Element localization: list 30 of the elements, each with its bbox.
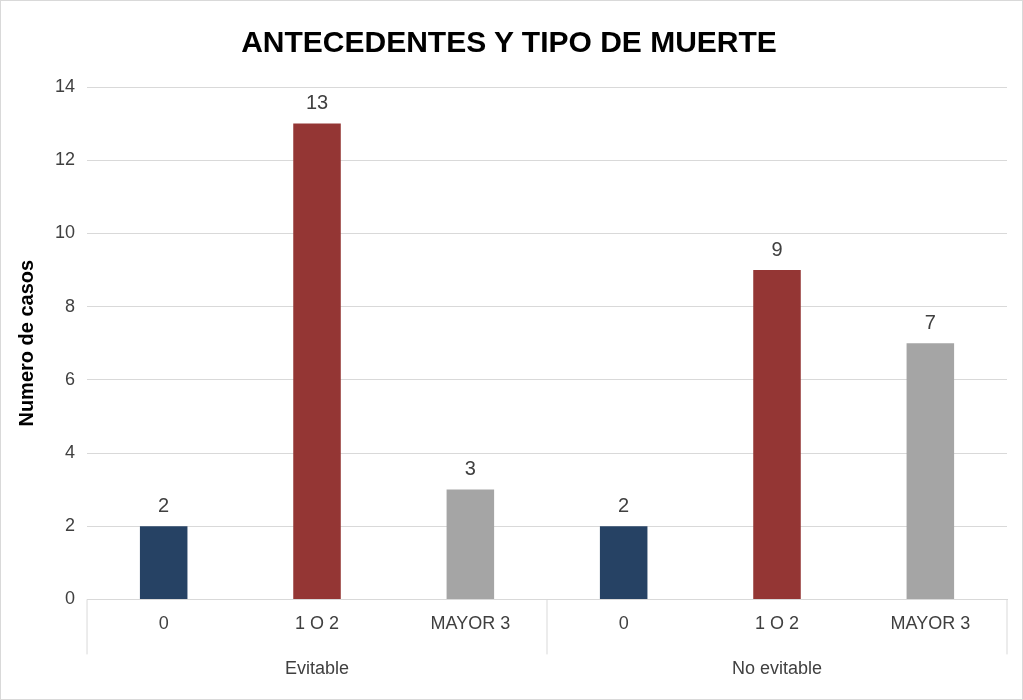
x-tick-label: 0 bbox=[158, 613, 169, 634]
data-label: 2 bbox=[618, 493, 630, 516]
y-tick-label: 4 bbox=[65, 441, 76, 462]
bar bbox=[446, 489, 495, 599]
y-tick-label: 6 bbox=[65, 368, 76, 389]
x-tick-label: 0 bbox=[618, 613, 629, 634]
y-tick-label: 8 bbox=[65, 295, 76, 316]
data-label: 7 bbox=[924, 310, 936, 333]
y-tick-label: 12 bbox=[54, 149, 76, 170]
bar bbox=[599, 526, 648, 599]
text: No evitable bbox=[731, 658, 823, 679]
data-label: 9 bbox=[771, 237, 783, 260]
y-tick-label: 10 bbox=[54, 222, 76, 243]
data-label: 13 bbox=[305, 91, 329, 114]
x-tick-label: MAYOR 3 bbox=[890, 613, 971, 634]
y-tick-label: 0 bbox=[65, 588, 76, 609]
bar bbox=[139, 526, 188, 599]
bar bbox=[906, 343, 955, 599]
x-tick-label: 1 O 2 bbox=[754, 613, 800, 634]
x-tick-label: MAYOR 3 bbox=[430, 613, 511, 634]
bar bbox=[293, 123, 341, 599]
text: Evitable bbox=[284, 658, 350, 679]
y-axis-title: Numero de casos bbox=[14, 259, 37, 427]
bar bbox=[753, 270, 801, 599]
y-tick-label: 2 bbox=[65, 515, 76, 536]
data-label: 3 bbox=[464, 457, 476, 480]
chart-title: ANTECEDENTES Y TIPO DE MUERTE bbox=[241, 25, 777, 59]
x-tick-label: 1 O 2 bbox=[295, 613, 340, 634]
data-label: 2 bbox=[158, 493, 170, 516]
y-tick-label: 14 bbox=[54, 75, 76, 96]
